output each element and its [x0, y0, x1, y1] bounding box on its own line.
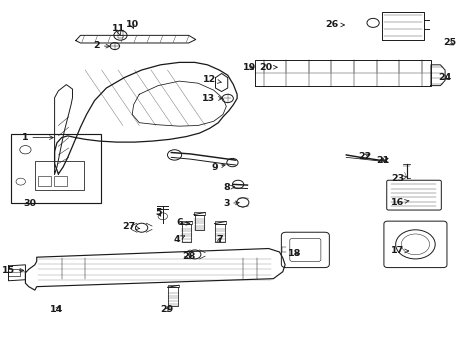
Text: 6: 6: [176, 218, 190, 227]
Text: 25: 25: [443, 39, 456, 47]
Text: 19: 19: [243, 63, 256, 72]
Text: 20: 20: [259, 63, 277, 72]
Text: 11: 11: [111, 24, 125, 36]
Text: 28: 28: [182, 252, 195, 261]
Text: 7: 7: [216, 235, 223, 244]
Text: 5: 5: [155, 208, 161, 216]
Text: 27: 27: [122, 222, 140, 231]
Bar: [11, 134, 100, 204]
Bar: [54, 176, 67, 186]
Bar: [35, 161, 84, 190]
Text: 2: 2: [94, 41, 110, 50]
Text: 14: 14: [50, 306, 64, 314]
Text: 3: 3: [223, 199, 239, 208]
Text: 8: 8: [223, 183, 235, 192]
Text: 16: 16: [392, 198, 409, 207]
Text: 17: 17: [391, 246, 409, 255]
Text: 23: 23: [392, 174, 407, 183]
Text: 26: 26: [326, 21, 345, 30]
Text: 12: 12: [203, 75, 221, 84]
Text: 4: 4: [173, 235, 185, 244]
Text: 10: 10: [126, 21, 139, 30]
Bar: [38, 176, 51, 186]
Text: 13: 13: [202, 94, 222, 103]
Text: 15: 15: [2, 266, 24, 275]
Text: 9: 9: [211, 163, 225, 172]
Text: 29: 29: [160, 306, 173, 314]
Text: 1: 1: [22, 133, 53, 142]
Text: 30: 30: [24, 199, 36, 208]
Text: 18: 18: [288, 249, 301, 258]
Bar: [9, 269, 20, 276]
Text: 24: 24: [438, 73, 452, 82]
Text: 21: 21: [376, 156, 390, 165]
Text: 22: 22: [358, 152, 372, 161]
